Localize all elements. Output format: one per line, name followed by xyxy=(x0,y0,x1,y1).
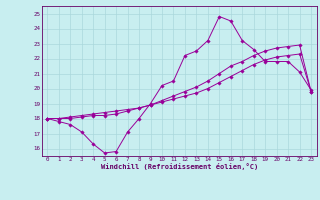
X-axis label: Windchill (Refroidissement éolien,°C): Windchill (Refroidissement éolien,°C) xyxy=(100,164,258,170)
